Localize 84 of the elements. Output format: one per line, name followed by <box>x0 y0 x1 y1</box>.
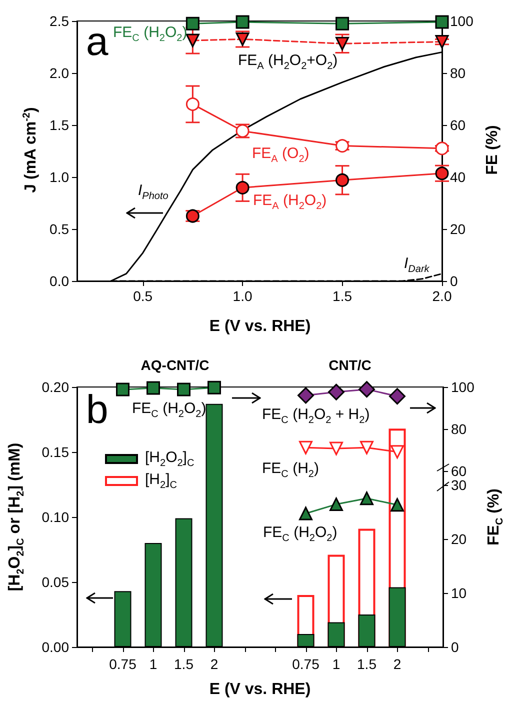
y-tick-label: 0.00 <box>42 639 70 655</box>
y-tick-label: 2.5 <box>50 13 70 29</box>
point <box>299 440 312 454</box>
annotation: b <box>86 388 108 432</box>
y-tick-label: 0.0 <box>50 273 70 289</box>
point <box>330 498 343 512</box>
series-label: FE$_{C}$ (H$_{2}$) <box>262 460 319 480</box>
x-axis-title: E (V vs. RHE) <box>209 318 311 335</box>
x-tick-label: 1.5 <box>332 288 352 304</box>
x-tick-label: 1 <box>149 656 158 672</box>
point <box>336 139 350 153</box>
y2-tick-label: 40 <box>450 169 466 185</box>
y2-tick-label: 20 <box>450 221 466 237</box>
y2-tick-label: 10 <box>451 584 467 601</box>
point <box>186 16 200 30</box>
text: CNT/C <box>328 357 372 373</box>
x-tick-label: 1 <box>332 656 340 672</box>
annotation: a <box>86 20 108 64</box>
point <box>208 380 221 394</box>
y2-tick-label: 0 <box>451 639 459 655</box>
text: FE$_{C}$ (H$_{2}$O$_{2}$ + H$_{2}$) <box>262 406 370 426</box>
y-tick-label: 0.15 <box>42 444 70 460</box>
y2-tick-label: 20 <box>451 530 467 547</box>
y-tick-label: 0.10 <box>42 509 70 525</box>
x-tick-label: 1.5 <box>174 656 194 672</box>
point <box>389 388 406 405</box>
x-axis-title: E (V vs. RHE) <box>209 681 311 698</box>
point <box>390 498 404 512</box>
y-tick-label: 2.0 <box>50 65 70 81</box>
point <box>236 15 250 29</box>
series-label: I$_{Photo}$ <box>138 182 168 202</box>
text: AQ-CNT/C <box>140 357 210 373</box>
point <box>435 35 449 49</box>
x-tick-label: 2 <box>393 656 402 672</box>
y2-tick-label: 60 <box>450 117 466 133</box>
x-tick-label: 2 <box>210 656 218 672</box>
point <box>298 387 314 404</box>
point <box>435 166 449 180</box>
y-tick-label: 0.20 <box>42 379 70 395</box>
y-tick-label: 0.05 <box>42 574 70 590</box>
point <box>328 384 344 400</box>
point <box>360 492 374 506</box>
point <box>186 34 200 48</box>
point <box>336 36 350 50</box>
series-label: FE$_{C}$ (H$_{2}$O$_{2}$) <box>132 400 206 420</box>
point <box>336 173 350 187</box>
series-label: FE$_{A}$ (H$_{2}$O$_{2}$) <box>253 192 327 212</box>
legend-label: [H$_{2}$O$_{2}$]$_{C}$ <box>145 449 194 469</box>
y-tick-label: 0.5 <box>50 221 70 237</box>
x-tick-label: 1.0 <box>232 288 252 304</box>
point <box>330 442 343 456</box>
y3-tick-label: 100 <box>451 379 475 395</box>
x-tick-label: 2.0 <box>432 288 452 304</box>
point <box>390 445 404 459</box>
series-label: I$_{Dark}$ <box>404 255 430 275</box>
y2-tick-label: 30 <box>451 476 467 493</box>
x-tick-label: 1.5 <box>357 656 377 672</box>
x-tick-label: 0.5 <box>133 288 153 304</box>
point <box>299 506 312 520</box>
point <box>146 381 160 395</box>
series-label: FE$_{C}$ (H$_{2}$O$_{2}$) <box>263 524 338 544</box>
point <box>336 16 350 30</box>
point <box>360 440 374 454</box>
y2-tick-label: 80 <box>450 65 466 81</box>
point <box>435 142 449 156</box>
x-tick-label: 0.75 <box>292 656 320 672</box>
y3-tick-label: 80 <box>451 421 467 438</box>
point <box>358 381 375 398</box>
legend-label: [H$_{2}$]$_{C}$ <box>145 471 177 491</box>
y2-axis-title: FE (%) <box>484 125 501 175</box>
point <box>236 180 250 194</box>
x-tick-label: 0.75 <box>109 656 137 672</box>
series-label: FE$_{A}$ (O$_{2}$) <box>252 145 310 165</box>
y-tick-label: 1.0 <box>50 169 70 185</box>
point <box>177 382 190 396</box>
text: FE$_{A}$ (H$_{2}$O$_{2}$+O$_{2}$) <box>238 52 338 72</box>
y2-tick-label: 0 <box>450 273 458 289</box>
series-label: FE$_{C}$ (H$_{2}$O$_{2}$) <box>113 24 188 44</box>
point <box>435 15 449 29</box>
point <box>116 382 130 396</box>
y-tick-label: 1.5 <box>50 117 70 133</box>
y2-tick-label: 100 <box>450 13 474 29</box>
point <box>186 97 200 111</box>
y3-tick-label: 60 <box>451 463 467 480</box>
